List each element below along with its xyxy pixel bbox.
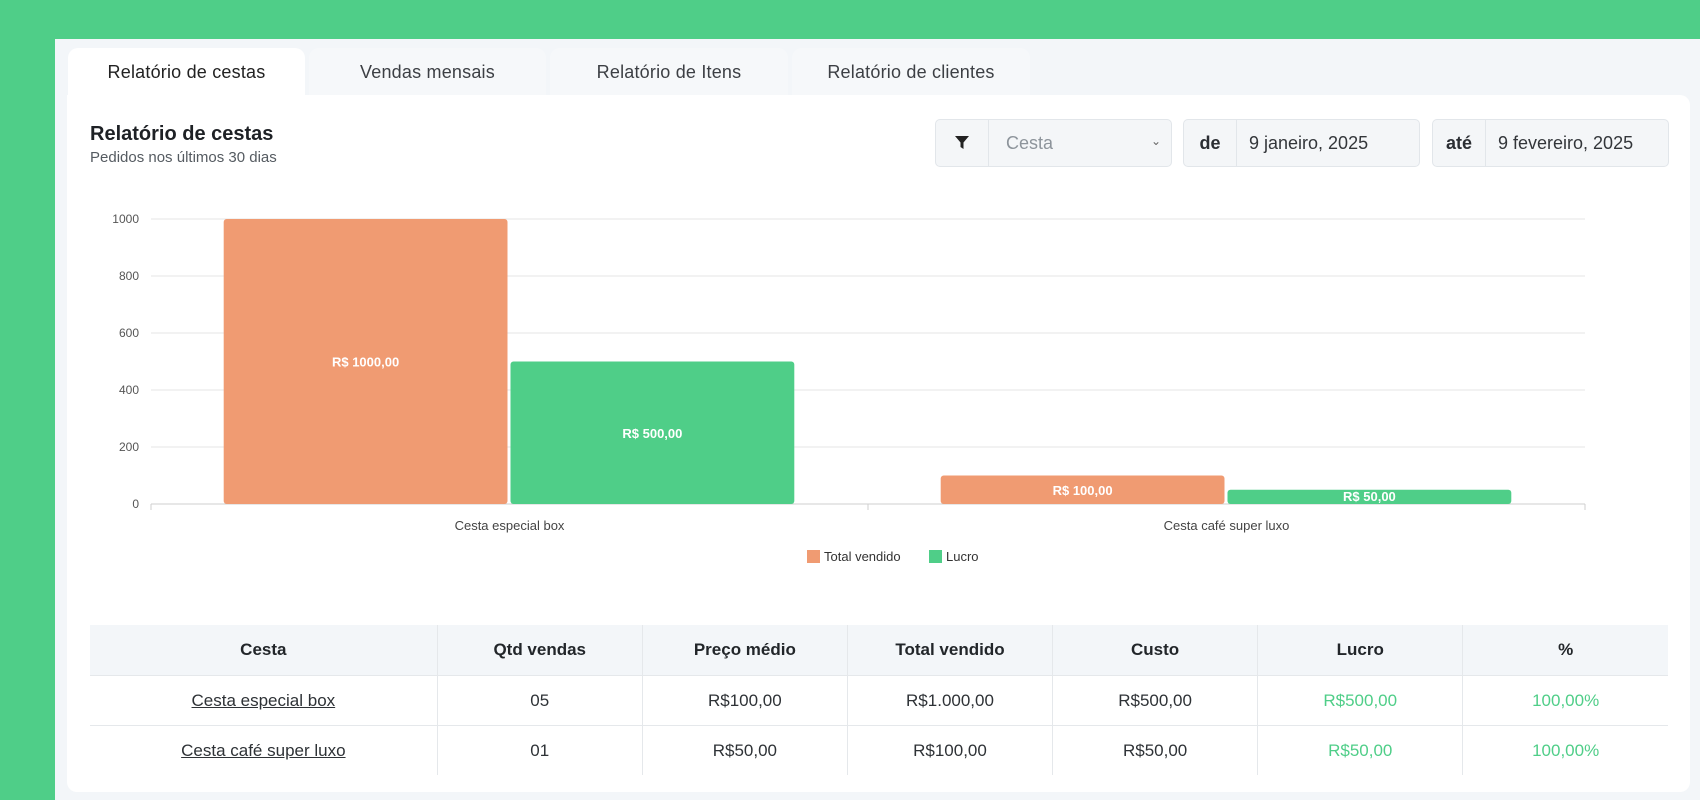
cesta-select[interactable]: Cesta ⌄	[989, 120, 1171, 166]
bar-value-label: R$ 1000,00	[332, 355, 399, 370]
bar-value-label: R$ 50,00	[1343, 489, 1396, 504]
bar-value-label: R$ 100,00	[1053, 483, 1113, 498]
cell-lucro: R$500,00	[1257, 675, 1464, 726]
cesta-link[interactable]: Cesta especial box	[191, 690, 336, 710]
tab-relatorio-itens[interactable]: Relatório de Itens	[550, 48, 788, 95]
legend-swatch	[807, 550, 820, 563]
date-to-input[interactable]: 9 fevereiro, 2025	[1498, 132, 1634, 153]
chart-svg: 0 200 400 600 800 1000 R$ 1000,00 R$ 500,00 Cest…	[112, 212, 1586, 564]
col-header-custo: Custo	[1052, 625, 1259, 676]
col-header-pct: %	[1462, 625, 1668, 676]
date-from-group: de 9 janeiro, 2025	[1183, 119, 1420, 167]
cell-qtd: 05	[437, 675, 643, 726]
cell-custo: R$50,00	[1052, 725, 1259, 775]
cell-preco: R$100,00	[642, 675, 848, 726]
report-subtitle: Pedidos nos últimos 30 dias	[90, 149, 277, 166]
tab-relatorio-clientes[interactable]: Relatório de clientes	[792, 48, 1030, 95]
col-header-lucro: Lucro	[1257, 625, 1464, 676]
filter-icon	[936, 120, 989, 166]
report-table: Cesta Qtd vendas Preço médio Total vendi…	[90, 625, 1668, 775]
chevron-down-icon: ⌄	[1150, 134, 1161, 148]
date-from-input[interactable]: 9 janeiro, 2025	[1249, 132, 1369, 153]
tab-vendas-mensais[interactable]: Vendas mensais	[309, 48, 546, 95]
y-tick-label: 0	[132, 497, 139, 511]
col-header-preco: Preço médio	[642, 625, 848, 676]
cestas-bar-chart: 0 200 400 600 800 1000 R$ 1000,00 R$ 500,00 Cest…	[67, 205, 1690, 595]
y-tick-label: 200	[119, 440, 139, 454]
bar	[940, 475, 1225, 504]
report-title: Relatório de cestas	[90, 123, 274, 145]
col-header-qtd: Qtd vendas	[437, 625, 643, 676]
y-tick-label: 800	[119, 269, 139, 283]
cell-total: R$1.000,00	[847, 675, 1054, 726]
cell-preco: R$50,00	[642, 725, 848, 775]
date-to-label: até	[1433, 120, 1486, 166]
app-shell: Relatório de cestas Vendas mensais Relat…	[55, 39, 1700, 800]
cesta-select-placeholder: Cesta	[1006, 132, 1054, 153]
cell-pct: 100,00%	[1462, 725, 1668, 775]
cell-total: R$100,00	[847, 725, 1054, 775]
x-tick-label: Cesta especial box	[455, 518, 565, 533]
y-tick-label: 600	[119, 326, 139, 340]
x-tick-label: Cesta café super luxo	[1164, 518, 1290, 533]
y-tick-label: 400	[119, 383, 139, 397]
cell-qtd: 01	[437, 725, 643, 775]
tab-relatorio-cestas[interactable]: Relatório de cestas	[68, 48, 305, 95]
col-header-cesta: Cesta	[90, 625, 438, 676]
legend-label: Total vendido	[824, 549, 901, 564]
cell-lucro: R$50,00	[1257, 725, 1464, 775]
date-to-group: até 9 fevereiro, 2025	[1432, 119, 1669, 167]
bar	[223, 219, 508, 504]
report-card: Relatório de cestas Pedidos nos últimos …	[67, 95, 1690, 792]
table-header-row: Cesta Qtd vendas Preço médio Total vendi…	[90, 625, 1668, 676]
table-row: Cesta especial box 05 R$100,00 R$1.000,0…	[90, 675, 1668, 726]
cell-pct: 100,00%	[1462, 675, 1668, 726]
cesta-filter: Cesta ⌄	[935, 119, 1172, 167]
cesta-link[interactable]: Cesta café super luxo	[181, 740, 346, 760]
cell-cesta: Cesta café super luxo	[90, 725, 438, 775]
cell-cesta: Cesta especial box	[90, 675, 438, 726]
date-from-label: de	[1184, 120, 1237, 166]
bar-value-label: R$ 500,00	[622, 426, 682, 441]
table-row: Cesta café super luxo 01 R$50,00 R$100,0…	[90, 725, 1668, 775]
legend-label: Lucro	[946, 549, 979, 564]
bar	[1227, 489, 1512, 504]
legend-swatch	[929, 550, 942, 563]
col-header-total: Total vendido	[847, 625, 1054, 676]
bar	[510, 361, 795, 504]
report-tabs: Relatório de cestas Vendas mensais Relat…	[68, 48, 1030, 95]
cell-custo: R$500,00	[1052, 675, 1259, 726]
y-tick-label: 1000	[112, 212, 139, 226]
